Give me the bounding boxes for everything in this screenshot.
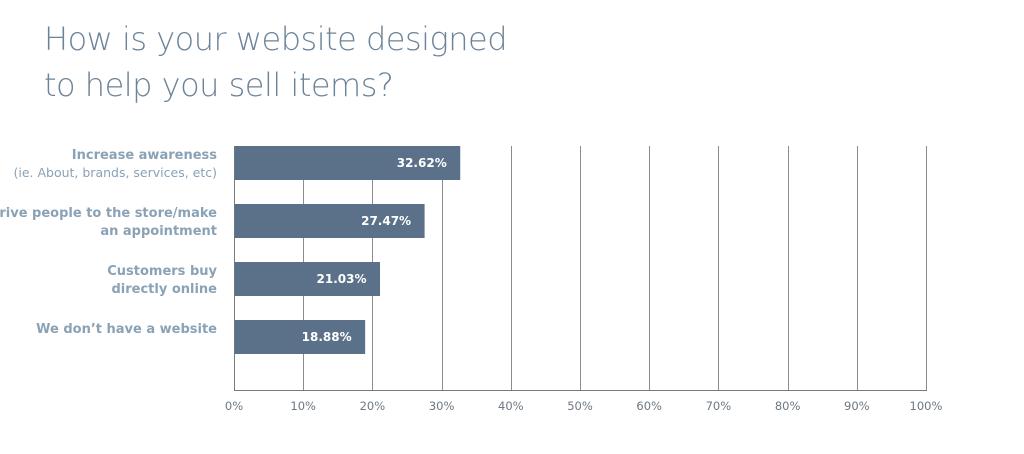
bar bbox=[234, 204, 425, 238]
x-tick-label: 40% bbox=[498, 399, 524, 413]
category-label: Customers buy bbox=[107, 264, 217, 279]
x-tick-label: 70% bbox=[706, 399, 732, 413]
x-tick-label: 100% bbox=[910, 399, 943, 413]
category-label: We don’t have a website bbox=[36, 322, 217, 337]
x-tick-label: 30% bbox=[429, 399, 455, 413]
category-label: Drive people to the store/make bbox=[0, 206, 217, 221]
bar bbox=[234, 262, 381, 296]
x-tick-label: 0% bbox=[225, 399, 243, 413]
x-tick-label: 80% bbox=[775, 399, 801, 413]
category-sublabel: (ie. About, brands, services, etc) bbox=[13, 165, 217, 180]
chart-title-line-1: How is your website designed bbox=[44, 20, 508, 58]
x-tick-label: 50% bbox=[567, 399, 593, 413]
gridlines bbox=[234, 146, 927, 391]
value-label: 32.62% bbox=[397, 156, 447, 170]
x-axis-ticks: 0% 10% 20% 30% 40% 50% 60% 70% 80% 90% 100% bbox=[225, 399, 943, 413]
category-label: an appointment bbox=[100, 224, 217, 239]
category-label: Increase awareness bbox=[72, 148, 217, 163]
category-label: directly online bbox=[111, 282, 217, 297]
value-label: 27.47% bbox=[361, 214, 411, 228]
bar bbox=[234, 320, 366, 354]
bars: 32.62% 27.47% 21.03% 18.88% bbox=[234, 146, 461, 354]
bar bbox=[234, 146, 461, 180]
x-tick-label: 10% bbox=[290, 399, 316, 413]
x-tick-label: 90% bbox=[844, 399, 870, 413]
value-label: 21.03% bbox=[317, 272, 367, 286]
chart-title-line-2: to help you sell items? bbox=[44, 66, 394, 104]
x-tick-label: 60% bbox=[636, 399, 662, 413]
x-tick-label: 20% bbox=[360, 399, 386, 413]
value-label: 18.88% bbox=[302, 330, 352, 344]
category-labels: Increase awareness (ie. About, brands, se… bbox=[0, 148, 218, 337]
